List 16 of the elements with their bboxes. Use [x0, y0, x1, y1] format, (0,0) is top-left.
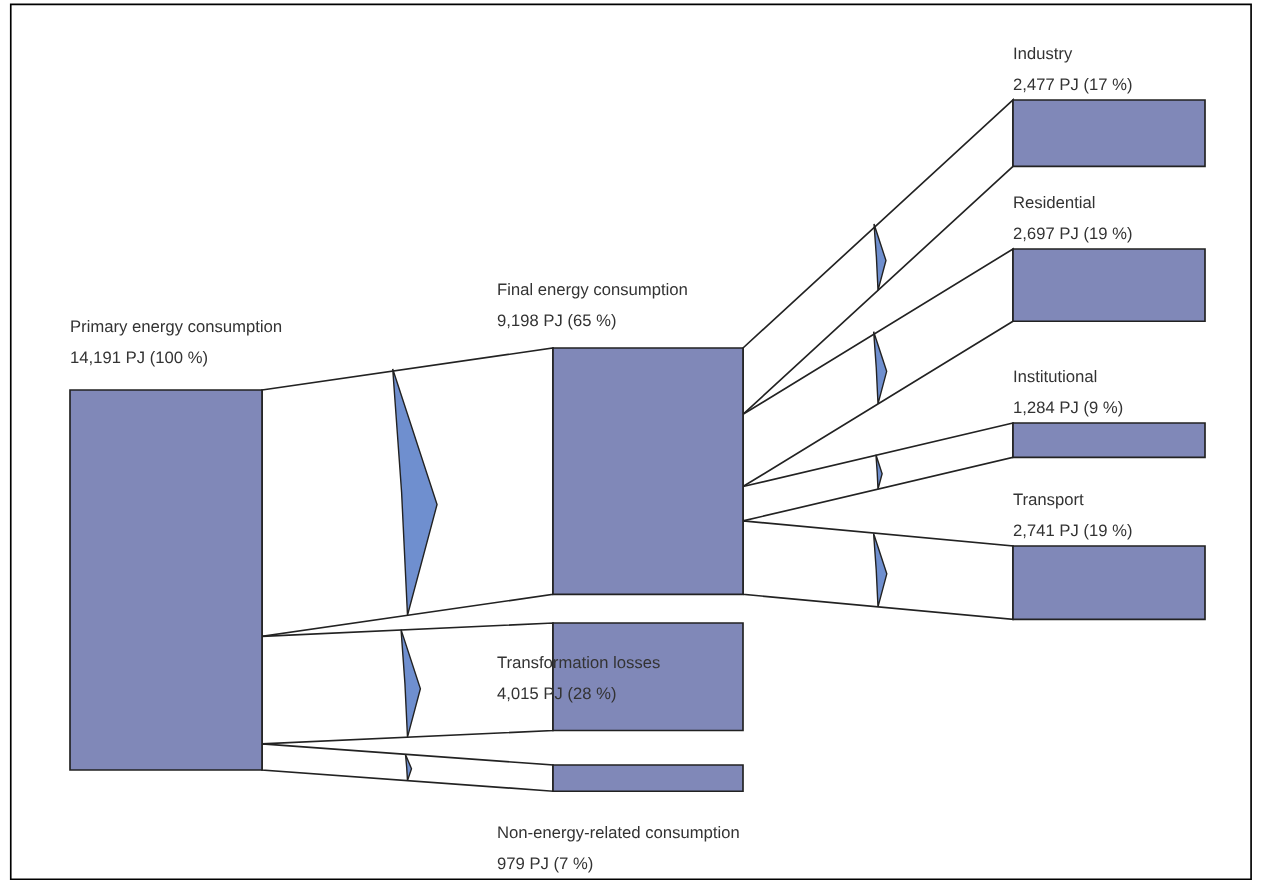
category-label: Final energy consumption [498, 283, 687, 299]
data-label: 979 PJ (7 %) [497, 857, 593, 873]
data-label: 2,477 PJ (17 %) [1013, 78, 1132, 94]
data-label: 14,191 PJ (100 %) [71, 351, 208, 367]
category-label: Institutional [1014, 370, 1097, 383]
category-label: Industry [1014, 47, 1073, 63]
data-label: 4,015 PJ (28 %) [497, 687, 616, 703]
data-label: 1,284 PJ (9 %) [1014, 401, 1123, 417]
category-label: Primary energy consumption [71, 320, 282, 336]
category-label: Transport [1013, 493, 1084, 509]
data-label: 2,741 PJ (19 %) [1013, 524, 1132, 540]
category-label: Transformation losses [497, 656, 660, 669]
data-label: 9,198 PJ (65 %) [497, 314, 616, 330]
category-label: Non-energy-related consumption [498, 826, 739, 842]
data-label: 2,697 PJ (19 %) [1013, 227, 1132, 243]
category-label: Residential [1014, 196, 1095, 209]
